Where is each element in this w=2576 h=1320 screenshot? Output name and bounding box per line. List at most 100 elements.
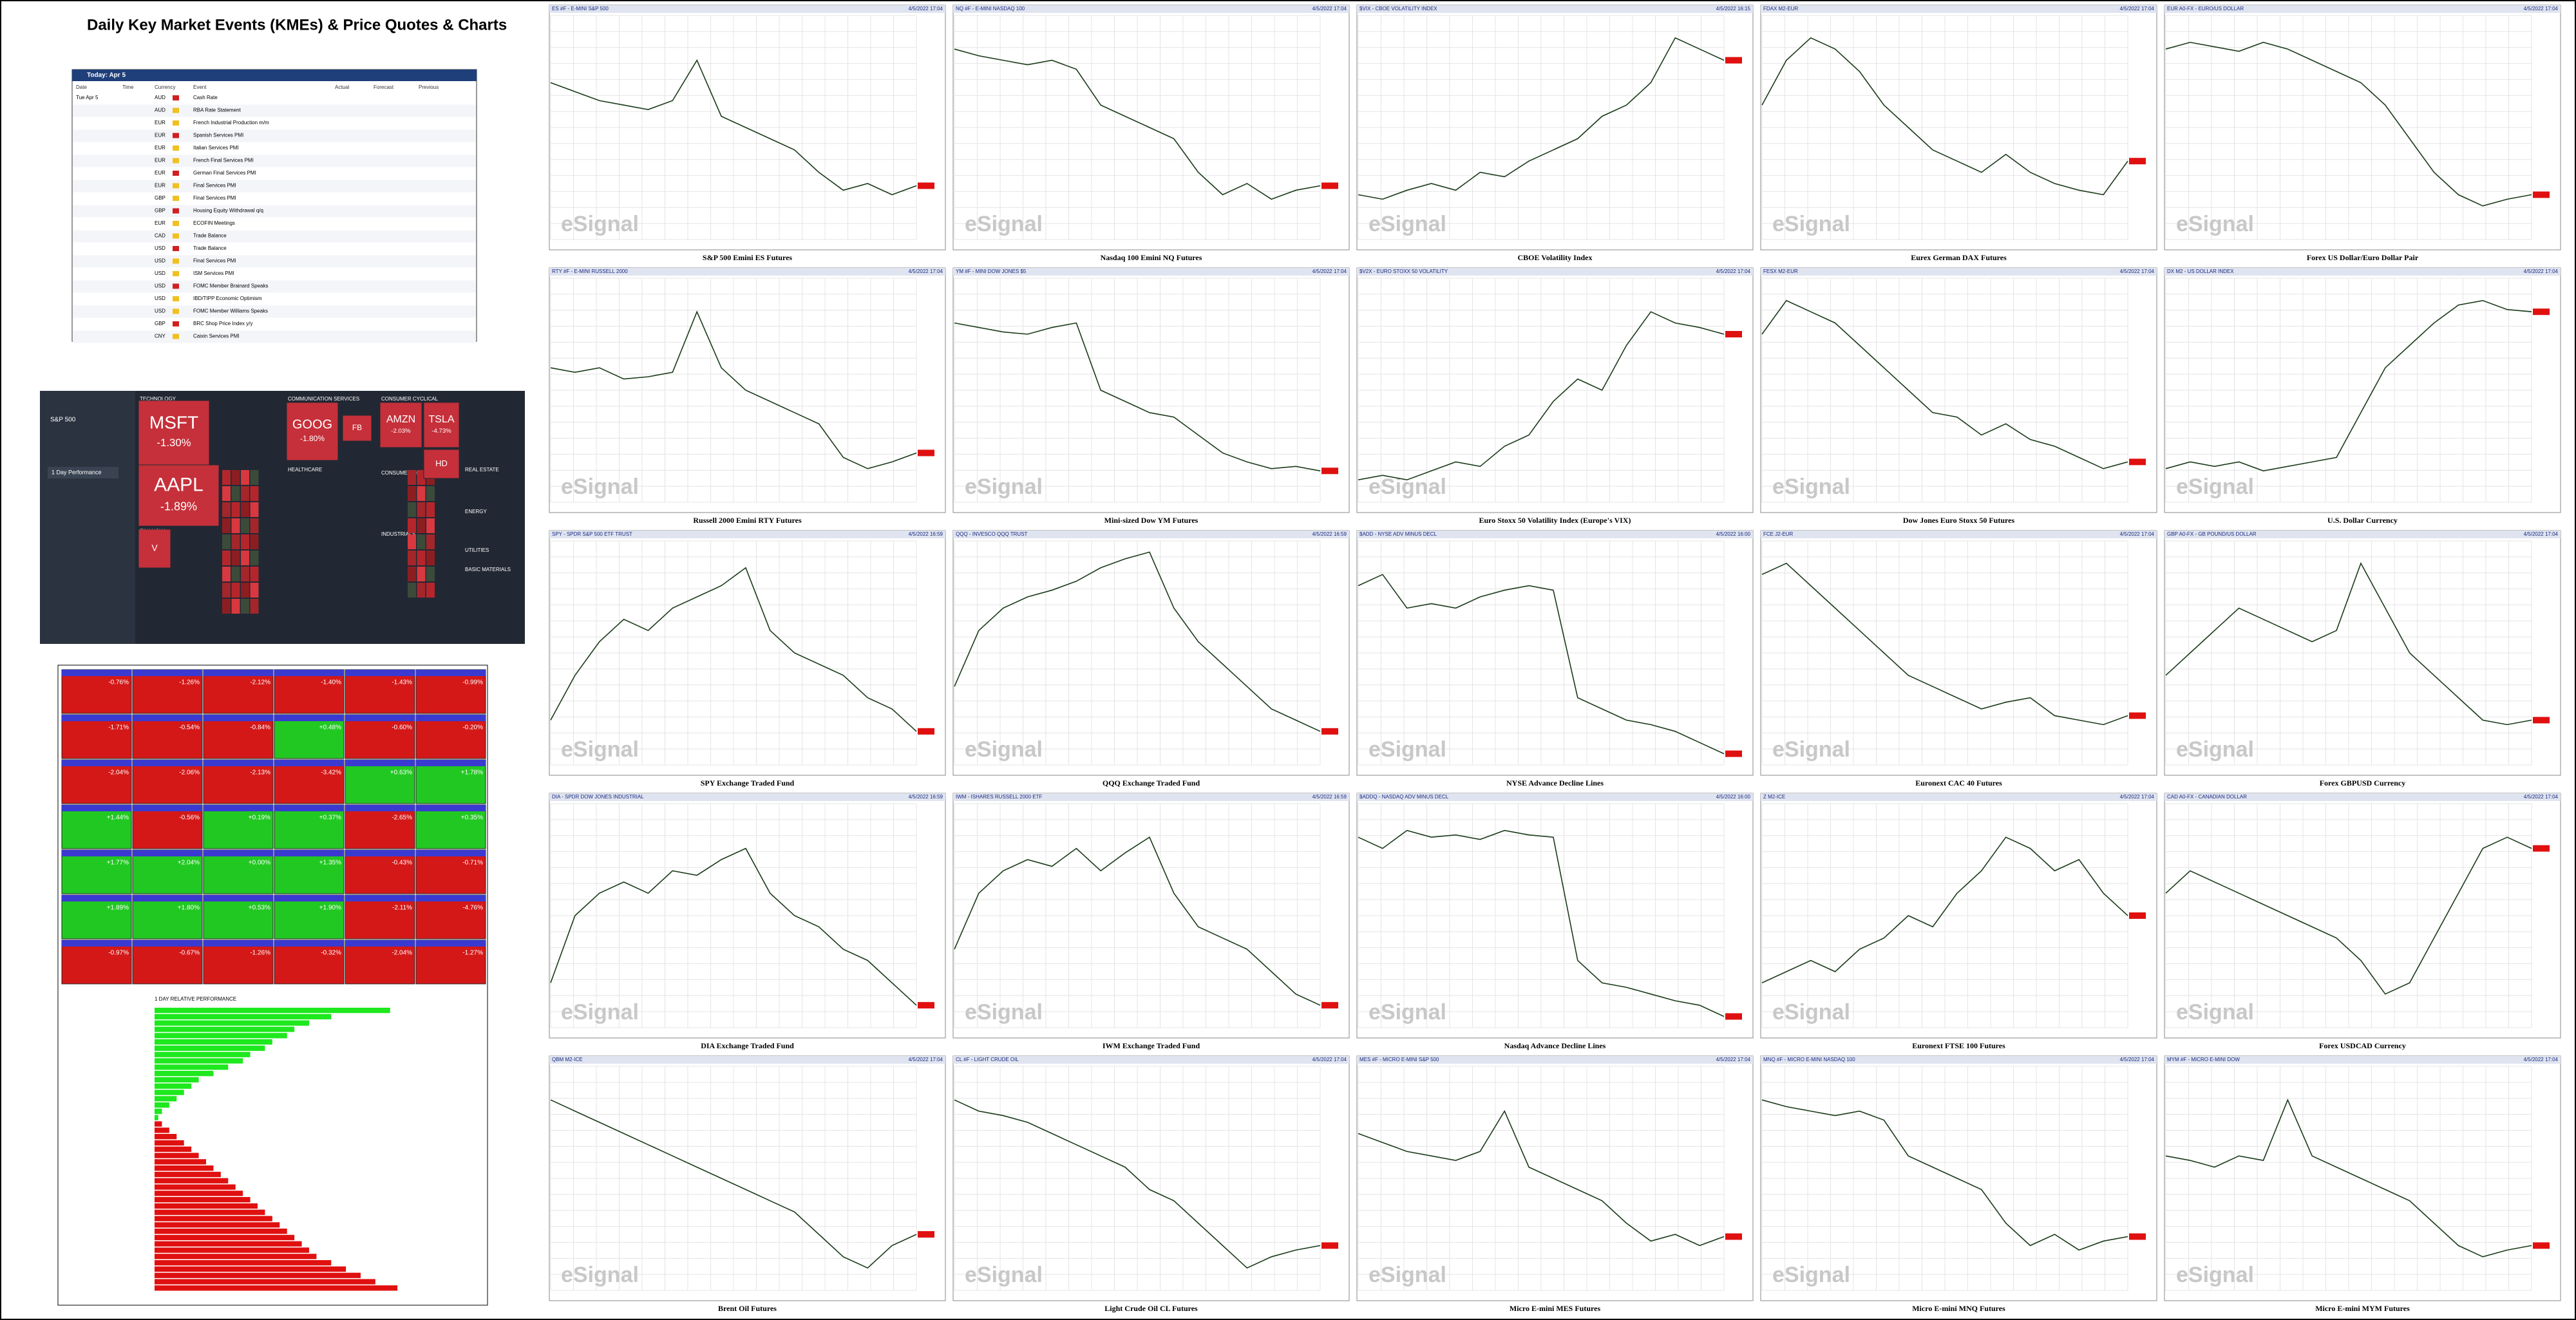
price-line: [1358, 311, 1725, 481]
bar: [155, 1260, 332, 1266]
quote-cell-head: [62, 670, 131, 676]
quote-cell-head: [274, 805, 344, 811]
quote-change: -0.60%: [392, 724, 412, 731]
quote-change: +1.89%: [107, 905, 129, 912]
quote-cell-head: [345, 670, 415, 676]
chart-header: [549, 5, 945, 13]
tile-change: -2.03%: [391, 428, 411, 435]
calendar-event: Caixin Services PMI: [193, 334, 240, 339]
bar: [155, 1234, 295, 1241]
chart-header: [1357, 5, 1753, 13]
quote-cell: [203, 714, 274, 759]
heatmap-cell: [222, 486, 231, 501]
quote-cell-head: [274, 670, 344, 676]
impact-icon: [173, 258, 179, 264]
chart-caption: Nasdaq Advance Decline Lines: [1504, 1041, 1606, 1050]
quote-change: -0.43%: [392, 860, 412, 867]
bar: [155, 1285, 398, 1291]
period-dropdown[interactable]: [48, 467, 118, 478]
quote-cell-head: [274, 715, 344, 721]
bar: [155, 1045, 265, 1051]
calendar-event: Trade Balance: [193, 245, 227, 251]
last-price-tag: [1725, 1233, 1742, 1240]
tile-ticker: AMZN: [386, 414, 415, 425]
calendar-event: Housing Equity Withdrawal q/q: [193, 208, 263, 214]
last-price-tag: [2533, 845, 2550, 852]
impact-icon: [173, 283, 179, 289]
price-line: [1358, 1109, 1725, 1247]
quote-change: -1.26%: [250, 950, 270, 957]
chart-timestamp: 4/5/2022 17:04: [909, 6, 943, 12]
heatmap-cell: [426, 486, 435, 501]
chart-caption: Forex GBPUSD Currency: [2320, 778, 2406, 787]
watermark: eSignal: [1368, 1000, 1446, 1024]
heatmap-cell: [231, 534, 240, 549]
heatmap-cell: [250, 534, 259, 549]
quote-cell: [61, 804, 132, 849]
bar: [155, 1051, 251, 1057]
quote-cell-head: [204, 760, 273, 766]
quote-cell-head: [62, 760, 131, 766]
quote-cell: [274, 894, 345, 939]
last-price-tag: [2533, 717, 2550, 724]
heatmap-tile: [379, 402, 422, 448]
chart-header-title: ES #F - E-MINI S&P 500: [552, 6, 609, 12]
heatmap-tile: [286, 402, 339, 461]
heatmap-cell: [222, 502, 231, 517]
sector-label: INDUSTRIALS: [381, 531, 415, 537]
chart-timestamp: 4/5/2022 17:04: [2120, 6, 2155, 12]
quote-cell-head: [204, 850, 273, 856]
last-price-tag: [2129, 712, 2146, 719]
chart-timestamp: 4/5/2022 17:04: [1312, 269, 1347, 274]
bar: [155, 1058, 243, 1064]
price-line: [1358, 829, 1725, 1017]
calendar-currency: USD: [155, 296, 166, 301]
quote-change: +0.00%: [249, 860, 270, 867]
chart-caption: Forex USDCAD Currency: [2319, 1041, 2406, 1050]
bar: [155, 1096, 177, 1102]
chart-header-title: MYM #F - MICRO E-MINI DOW: [2167, 1057, 2240, 1062]
last-price-tag: [2129, 158, 2146, 165]
chart-header: [2164, 5, 2561, 13]
bar: [155, 1146, 192, 1152]
bar: [155, 1071, 214, 1077]
quote-cell: [415, 849, 486, 894]
chart-timestamp: 4/5/2022 16:59: [909, 531, 943, 537]
quote-cell-head: [345, 850, 415, 856]
row-bg: [73, 280, 476, 293]
chart-timestamp: 4/5/2022 16:59: [909, 794, 943, 800]
heatmap-index: S&P 500: [50, 417, 76, 424]
impact-icon: [173, 321, 179, 326]
chart-header: [1357, 268, 1753, 276]
heatmap-cell: [250, 470, 259, 485]
quote-cell-head: [416, 895, 486, 901]
bar: [155, 1108, 162, 1115]
bar: [155, 1026, 295, 1032]
chart-header: [1761, 531, 2157, 538]
chart-caption: Mini-sized Dow YM Futures: [1104, 516, 1198, 525]
calendar-event: BRC Shop Price Index y/y: [193, 321, 252, 326]
calendar-header: Date: [76, 84, 87, 90]
last-price-tag: [918, 728, 934, 735]
heatmap-tile: [138, 400, 210, 466]
quote-change: +1.35%: [319, 860, 341, 867]
sector-label: BASIC MATERIALS: [465, 567, 511, 572]
quote-cell: [415, 804, 486, 849]
tile-change: -1.80%: [300, 434, 325, 443]
quote-cell: [345, 849, 415, 894]
calendar-currency: EUR: [155, 183, 166, 189]
heatmap-cell: [408, 470, 416, 485]
last-price-tag: [2533, 308, 2550, 316]
chart-header-title: DX M2 - US DOLLAR INDEX: [2167, 269, 2234, 274]
calendar-header: Forecast: [374, 84, 394, 90]
heatmap-cell: [222, 599, 231, 614]
heatmap-cell: [222, 534, 231, 549]
calendar-event: FOMC Member Brainard Speaks: [193, 283, 268, 289]
impact-icon: [173, 158, 179, 164]
chart-timestamp: 4/5/2022 17:04: [2524, 794, 2559, 800]
impact-icon: [173, 246, 179, 251]
tile-ticker: GOOG: [292, 417, 332, 431]
bar: [155, 1140, 184, 1146]
bar: [155, 1191, 243, 1196]
quote-change: +1.77%: [107, 860, 129, 867]
